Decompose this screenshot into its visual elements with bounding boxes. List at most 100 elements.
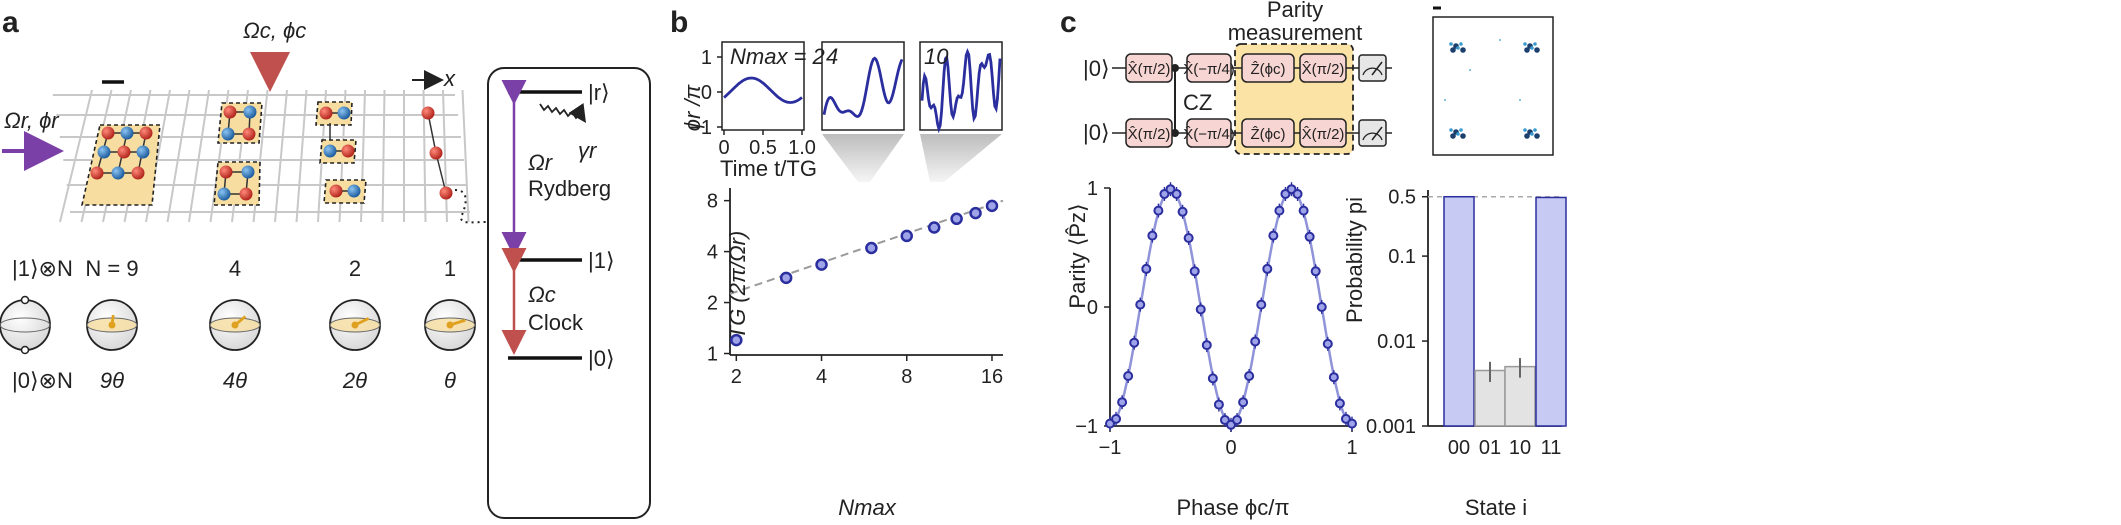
rydberg-beam-label: Ωr, ϕr [4, 108, 60, 133]
phase-accumulation-label: 4θ [223, 368, 247, 393]
parity-point [1250, 336, 1261, 347]
red-atom [341, 144, 355, 158]
parity-point [1135, 299, 1146, 310]
gate-label: X̂(π/2) [1302, 126, 1345, 143]
decay-wavy-arrow [539, 103, 586, 123]
phase-accumulation-label: 2θ [342, 368, 367, 393]
blue-atom [111, 166, 125, 180]
bloch-equator [0, 317, 51, 333]
phase-plot-title: Nmax = 2 [730, 44, 825, 69]
phase-xtick-label: 0 [718, 137, 729, 159]
level-diagram-connector [454, 189, 487, 224]
red-atom [239, 187, 253, 201]
bloch-vector-origin [108, 321, 116, 329]
blue-atom [136, 145, 150, 159]
parity-point [1117, 397, 1128, 408]
parity-title-line1: Parity [1267, 0, 1323, 22]
gate-label: X̂(π/2) [1128, 126, 1171, 143]
red-atom [90, 166, 104, 180]
red-atom [329, 184, 343, 198]
grid-column-line [59, 89, 93, 223]
grid-column-line [166, 89, 191, 223]
gate-box [1299, 53, 1347, 83]
circuit-input-bottom: |0⟩ [1083, 120, 1110, 145]
fluorescence-spot [1533, 128, 1537, 132]
parity-xlabel: Phase ϕc/π [1176, 495, 1289, 520]
prob-ytick-label: 0.1 [1388, 246, 1416, 268]
fluorescence-spot [1456, 46, 1460, 50]
blue-atom [217, 187, 231, 201]
noise-pixel [1469, 69, 1471, 71]
meter-needle [1371, 61, 1383, 76]
red-atom [242, 127, 256, 141]
gate-time-point [927, 221, 941, 234]
gate-label: Ẑ(ϕc) [1250, 126, 1285, 143]
gate-time-point [900, 229, 914, 243]
blue-atom [323, 144, 337, 158]
gate-time-ytick-label: 4 [707, 242, 718, 264]
red-atom [223, 105, 237, 119]
fluorescence-spot [1460, 47, 1466, 53]
cluster-size-label: N = 9 [85, 256, 138, 281]
phase-xtick-label: 1.0 [788, 137, 816, 159]
prob-category-label: 10 [1509, 437, 1531, 459]
fluorescence-spots [1444, 39, 1540, 139]
parity-point [1316, 302, 1327, 312]
gate-time-xtick-label: 4 [816, 366, 827, 388]
parity-point [1298, 205, 1309, 216]
bloch-vector-origin [446, 321, 454, 329]
fluorescence-image [1432, 16, 1554, 156]
red-atom [429, 146, 443, 160]
fluorescence-spot [1523, 42, 1527, 46]
parity-point [1322, 338, 1333, 349]
gate-time-xtick-label: 2 [731, 366, 742, 388]
gate-time-point [950, 212, 963, 226]
parity-point [1129, 337, 1140, 348]
parity-point [1189, 266, 1200, 277]
red-atom [319, 106, 333, 120]
fluorescence-spot [1450, 133, 1456, 139]
rydberg-name-label: Rydberg [528, 176, 611, 201]
bloch-top-state-label: |1⟩⊗N [12, 256, 73, 281]
zoom-wedge-4 [822, 134, 904, 182]
fluorescence-spot [1534, 133, 1540, 139]
prob-ytick-label: 0.5 [1388, 187, 1416, 209]
atom-bond [427, 112, 437, 154]
meter-arc [1362, 67, 1383, 76]
parity-ylabel: Parity ⟨P̂z⟩ [1065, 203, 1090, 308]
gate-box [1186, 118, 1232, 148]
parity-point [1274, 205, 1285, 216]
phase-plot-title: 4 [826, 44, 838, 69]
fluorescence-spot [1460, 133, 1466, 139]
phase-ytick-label: −1 [689, 117, 712, 139]
gate-label: X̂(π/2) [1128, 61, 1171, 78]
meter-arc [1362, 132, 1383, 141]
gate-time-ytick-label: 8 [707, 191, 718, 213]
clock-coupling-label: Ωc [528, 282, 556, 307]
gate-time-ytick-label: 2 [707, 293, 718, 315]
circuit-input-top: |0⟩ [1083, 56, 1110, 81]
fluorescence-spot [1450, 47, 1456, 53]
parity-point [1304, 231, 1315, 242]
noise-pixel [1444, 99, 1446, 101]
phase-profile-curve [723, 76, 803, 104]
parity-point [1111, 413, 1122, 424]
quantum-circuit: X̂(π/2) X̂(−π/4) Ẑ(ϕc) X̂(π/2) X̂(π/2) X̂(−π/… [1112, 53, 1392, 148]
parity-point [1207, 373, 1218, 384]
gate-box [1241, 118, 1295, 148]
gate-time-xtick-label: 16 [981, 366, 1003, 388]
parity-point [1244, 371, 1255, 382]
gate-box [1186, 53, 1232, 83]
parity-point [1310, 266, 1321, 277]
bloch-spheres: N = 9 4 2 1 9θ 4θ 2θ θ [0, 256, 476, 393]
phase-accumulation-label: θ [444, 368, 456, 393]
parity-xtick-label: 0 [1225, 437, 1236, 459]
gate-box [1125, 118, 1173, 148]
blue-atom [243, 105, 257, 119]
atom-bond [435, 152, 447, 194]
gate-time-point [815, 258, 828, 271]
parity-point [1171, 188, 1182, 199]
fluorescence-spot [1449, 128, 1453, 132]
